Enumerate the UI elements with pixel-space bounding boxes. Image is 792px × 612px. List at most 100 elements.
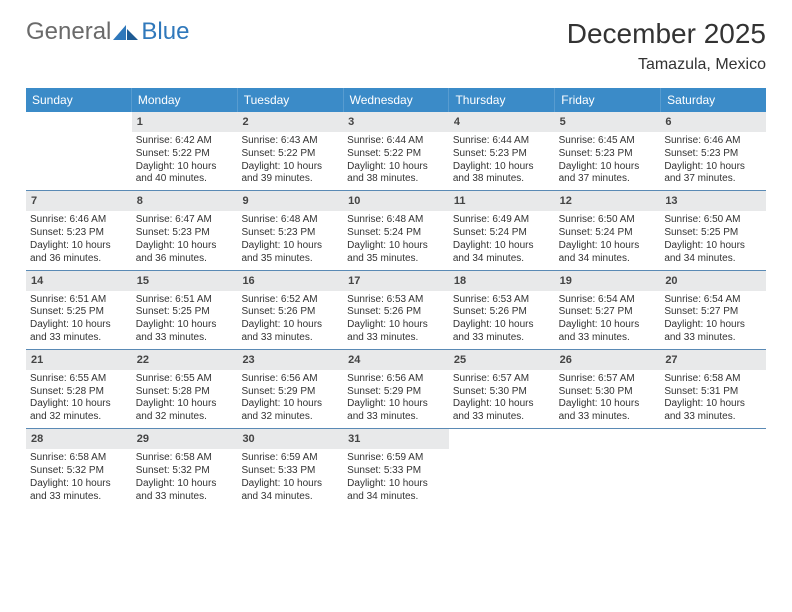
sunset-text: Sunset: 5:25 PM <box>30 306 128 319</box>
day-cell: 5Sunrise: 6:45 AMSunset: 5:23 PMDaylight… <box>555 112 661 190</box>
title-block: December 2025 Tamazula, Mexico <box>567 18 766 74</box>
sunset-text: Sunset: 5:23 PM <box>559 148 657 161</box>
daylight-text: Daylight: 10 hours and 36 minutes. <box>30 240 128 266</box>
sunset-text: Sunset: 5:32 PM <box>30 465 128 478</box>
sunset-text: Sunset: 5:31 PM <box>664 386 762 399</box>
sunset-text: Sunset: 5:22 PM <box>136 148 234 161</box>
sunrise-text: Sunrise: 6:55 AM <box>136 373 234 386</box>
day-cell: 11Sunrise: 6:49 AMSunset: 5:24 PMDayligh… <box>449 191 555 269</box>
sunrise-text: Sunrise: 6:45 AM <box>559 135 657 148</box>
sunrise-text: Sunrise: 6:46 AM <box>30 214 128 227</box>
day-number: 24 <box>343 350 449 370</box>
sunset-text: Sunset: 5:28 PM <box>136 386 234 399</box>
day-number: 22 <box>132 350 238 370</box>
day-cell: 22Sunrise: 6:55 AMSunset: 5:28 PMDayligh… <box>132 350 238 428</box>
daylight-text: Daylight: 10 hours and 32 minutes. <box>30 398 128 424</box>
day-cell: . <box>555 429 661 507</box>
day-number: 20 <box>660 271 766 291</box>
daylight-text: Daylight: 10 hours and 34 minutes. <box>453 240 551 266</box>
day-cell: 8Sunrise: 6:47 AMSunset: 5:23 PMDaylight… <box>132 191 238 269</box>
sunrise-text: Sunrise: 6:58 AM <box>30 452 128 465</box>
month-title: December 2025 <box>567 18 766 50</box>
dow-cell: Thursday <box>449 88 555 112</box>
daylight-text: Daylight: 10 hours and 34 minutes. <box>241 478 339 504</box>
sunset-text: Sunset: 5:23 PM <box>664 148 762 161</box>
calendar: SundayMondayTuesdayWednesdayThursdayFrid… <box>26 88 766 507</box>
daylight-text: Daylight: 10 hours and 33 minutes. <box>30 478 128 504</box>
sunset-text: Sunset: 5:32 PM <box>136 465 234 478</box>
sunset-text: Sunset: 5:27 PM <box>559 306 657 319</box>
day-cell: 10Sunrise: 6:48 AMSunset: 5:24 PMDayligh… <box>343 191 449 269</box>
day-cell: . <box>449 429 555 507</box>
daylight-text: Daylight: 10 hours and 35 minutes. <box>241 240 339 266</box>
sunrise-text: Sunrise: 6:57 AM <box>453 373 551 386</box>
location-label: Tamazula, Mexico <box>567 56 766 74</box>
daylight-text: Daylight: 10 hours and 34 minutes. <box>559 240 657 266</box>
day-number: 30 <box>237 429 343 449</box>
day-number: 25 <box>449 350 555 370</box>
day-cell: 9Sunrise: 6:48 AMSunset: 5:23 PMDaylight… <box>237 191 343 269</box>
week-row: 28Sunrise: 6:58 AMSunset: 5:32 PMDayligh… <box>26 429 766 507</box>
day-number: 13 <box>660 191 766 211</box>
day-number: 8 <box>132 191 238 211</box>
day-cell: 25Sunrise: 6:57 AMSunset: 5:30 PMDayligh… <box>449 350 555 428</box>
day-number: 15 <box>132 271 238 291</box>
day-cell: 13Sunrise: 6:50 AMSunset: 5:25 PMDayligh… <box>660 191 766 269</box>
day-number: 19 <box>555 271 661 291</box>
sunrise-text: Sunrise: 6:58 AM <box>664 373 762 386</box>
sunrise-text: Sunrise: 6:47 AM <box>136 214 234 227</box>
sunset-text: Sunset: 5:30 PM <box>559 386 657 399</box>
sunrise-text: Sunrise: 6:54 AM <box>559 294 657 307</box>
daylight-text: Daylight: 10 hours and 35 minutes. <box>347 240 445 266</box>
day-number: 18 <box>449 271 555 291</box>
sunset-text: Sunset: 5:29 PM <box>241 386 339 399</box>
sunrise-text: Sunrise: 6:58 AM <box>136 452 234 465</box>
sunrise-text: Sunrise: 6:43 AM <box>241 135 339 148</box>
sunset-text: Sunset: 5:24 PM <box>347 227 445 240</box>
sunrise-text: Sunrise: 6:56 AM <box>241 373 339 386</box>
daylight-text: Daylight: 10 hours and 36 minutes. <box>136 240 234 266</box>
dow-cell: Friday <box>555 88 661 112</box>
sunset-text: Sunset: 5:30 PM <box>453 386 551 399</box>
sunrise-text: Sunrise: 6:59 AM <box>241 452 339 465</box>
sunrise-text: Sunrise: 6:50 AM <box>664 214 762 227</box>
day-number: 11 <box>449 191 555 211</box>
day-cell: 2Sunrise: 6:43 AMSunset: 5:22 PMDaylight… <box>237 112 343 190</box>
daylight-text: Daylight: 10 hours and 34 minutes. <box>347 478 445 504</box>
day-cell: 15Sunrise: 6:51 AMSunset: 5:25 PMDayligh… <box>132 271 238 349</box>
weeks-container: .1Sunrise: 6:42 AMSunset: 5:22 PMDayligh… <box>26 112 766 507</box>
dow-cell: Wednesday <box>344 88 450 112</box>
day-cell: 3Sunrise: 6:44 AMSunset: 5:22 PMDaylight… <box>343 112 449 190</box>
day-number: 31 <box>343 429 449 449</box>
sunrise-text: Sunrise: 6:48 AM <box>347 214 445 227</box>
day-cell: 26Sunrise: 6:57 AMSunset: 5:30 PMDayligh… <box>555 350 661 428</box>
daylight-text: Daylight: 10 hours and 32 minutes. <box>241 398 339 424</box>
daylight-text: Daylight: 10 hours and 37 minutes. <box>664 161 762 187</box>
sunrise-text: Sunrise: 6:49 AM <box>453 214 551 227</box>
sunset-text: Sunset: 5:25 PM <box>664 227 762 240</box>
day-number: 5 <box>555 112 661 132</box>
daylight-text: Daylight: 10 hours and 33 minutes. <box>347 319 445 345</box>
sunrise-text: Sunrise: 6:56 AM <box>347 373 445 386</box>
day-cell: 29Sunrise: 6:58 AMSunset: 5:32 PMDayligh… <box>132 429 238 507</box>
daylight-text: Daylight: 10 hours and 33 minutes. <box>453 319 551 345</box>
day-cell: 27Sunrise: 6:58 AMSunset: 5:31 PMDayligh… <box>660 350 766 428</box>
day-cell: 1Sunrise: 6:42 AMSunset: 5:22 PMDaylight… <box>132 112 238 190</box>
sunset-text: Sunset: 5:33 PM <box>241 465 339 478</box>
sunset-text: Sunset: 5:26 PM <box>347 306 445 319</box>
day-number: 6 <box>660 112 766 132</box>
sunset-text: Sunset: 5:24 PM <box>559 227 657 240</box>
sunrise-text: Sunrise: 6:59 AM <box>347 452 445 465</box>
day-cell: 31Sunrise: 6:59 AMSunset: 5:33 PMDayligh… <box>343 429 449 507</box>
day-number: 21 <box>26 350 132 370</box>
sunrise-text: Sunrise: 6:48 AM <box>241 214 339 227</box>
logo-text-1: General <box>26 18 111 46</box>
daylight-text: Daylight: 10 hours and 33 minutes. <box>136 478 234 504</box>
day-number: 14 <box>26 271 132 291</box>
daylight-text: Daylight: 10 hours and 33 minutes. <box>347 398 445 424</box>
daylight-text: Daylight: 10 hours and 33 minutes. <box>241 319 339 345</box>
day-cell: 6Sunrise: 6:46 AMSunset: 5:23 PMDaylight… <box>660 112 766 190</box>
day-cell: . <box>26 112 132 190</box>
day-number: 7 <box>26 191 132 211</box>
sunrise-text: Sunrise: 6:50 AM <box>559 214 657 227</box>
